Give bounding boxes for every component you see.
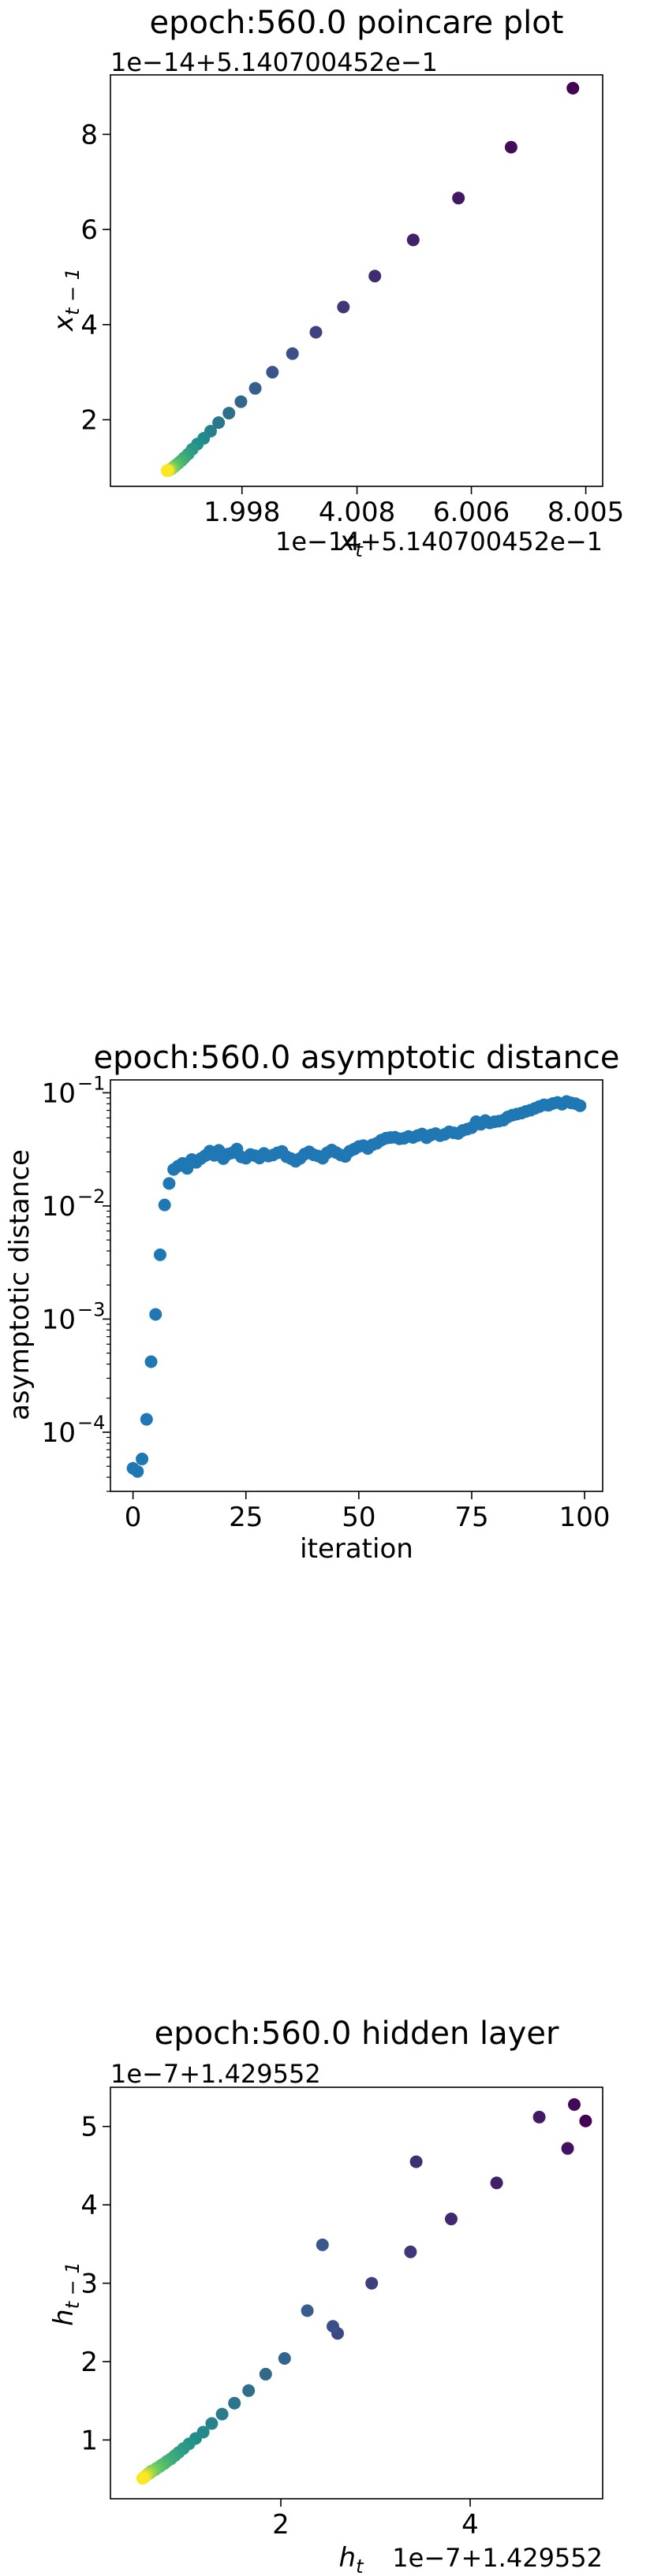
data-point <box>162 1177 176 1190</box>
y-tick-label: 10 <box>42 1078 76 1109</box>
hidden-layer-axes-frame <box>110 2086 603 2500</box>
data-point <box>140 1413 153 1426</box>
x-tick-label: 0 <box>125 1502 142 1533</box>
hidden-layer-points <box>136 2098 592 2485</box>
hidden-layer-y-axis-label: ht − 1 <box>48 2261 84 2326</box>
data-point <box>160 464 174 478</box>
data-point <box>445 2213 458 2226</box>
data-point <box>205 2417 219 2430</box>
x-tick-label: 2 <box>272 2509 290 2541</box>
y-tick-label: 5 <box>80 2112 98 2143</box>
data-point <box>568 2098 581 2111</box>
data-point <box>158 1198 171 1212</box>
y-tick-label: 6 <box>80 214 98 246</box>
y-tick-label: 1 <box>80 2425 98 2456</box>
y-tick-exponent: −4 <box>77 1412 105 1434</box>
hidden-layer-ticks: 2 4 1 2 3 4 5 <box>80 2112 478 2541</box>
poincare-x-offset-text: 1e−14+5.140700452e−1 <box>275 527 603 557</box>
y-tick-exponent: −1 <box>77 1072 105 1094</box>
data-point <box>212 416 226 430</box>
x-tick-label: 25 <box>229 1502 263 1533</box>
asymptotic-axes-frame <box>110 1079 603 1492</box>
poincare-panel: epoch:560.0 poincare plot 1e−14+5.140700… <box>48 5 624 561</box>
data-point <box>149 1308 162 1321</box>
data-point <box>316 2238 329 2251</box>
data-point <box>452 192 465 205</box>
poincare-ticks: 1.998 4.008 6.006 8.005 2 4 6 8 <box>80 119 624 528</box>
data-point <box>266 366 279 379</box>
data-point <box>153 1248 166 1261</box>
y-tick-label: 4 <box>80 2190 98 2221</box>
x-tick-label: 100 <box>559 1502 611 1533</box>
poincare-axes-frame <box>110 74 603 487</box>
data-point <box>573 1099 587 1112</box>
data-point <box>365 2276 379 2290</box>
data-point <box>215 2407 229 2421</box>
data-point <box>337 300 350 314</box>
data-point <box>301 2304 314 2317</box>
data-point <box>406 233 420 247</box>
data-point <box>259 2367 272 2381</box>
hidden-layer-y-offset-text: 1e−7+1.429552 <box>110 2059 321 2089</box>
poincare-y-axis-label: xt − 1 <box>48 268 84 332</box>
data-point <box>309 326 323 339</box>
y-tick-label: 2 <box>80 2347 98 2378</box>
asymptotic-panel: epoch:560.0 asymptotic distance 0 25 50 75 1… <box>4 1040 620 1565</box>
data-point <box>136 2472 149 2485</box>
x-tick-label: 1.998 <box>204 497 280 528</box>
data-point <box>248 382 262 395</box>
poincare-title: epoch:560.0 poincare plot <box>150 5 564 41</box>
x-tick-label: 6.006 <box>433 497 510 528</box>
data-point <box>579 2114 592 2127</box>
hidden-layer-title: epoch:560.0 hidden layer <box>155 2016 559 2052</box>
data-point <box>131 1465 144 1478</box>
hidden-layer-panel: epoch:560.0 hidden layer 1e−7+1.429552 2… <box>48 2016 603 2576</box>
y-tick-label: 4 <box>80 310 98 341</box>
hidden-layer-x-offset-text: 1e−7+1.429552 <box>392 2543 603 2573</box>
y-tick-label: 10 <box>42 1191 76 1223</box>
data-point <box>532 2110 546 2124</box>
data-point <box>561 2142 574 2155</box>
x-tick-label: 4 <box>461 2509 479 2541</box>
y-tick-label: 8 <box>80 119 98 151</box>
hidden-layer-x-axis-label: ht <box>339 2542 365 2576</box>
y-tick-label: 3 <box>80 2269 98 2300</box>
data-point <box>144 1355 158 1368</box>
y-tick-label: 10 <box>42 1304 76 1335</box>
data-point <box>566 81 580 95</box>
data-point <box>490 2176 503 2190</box>
y-tick-exponent: −3 <box>77 1298 105 1320</box>
poincare-y-offset-text: 1e−14+5.140700452e−1 <box>110 47 438 77</box>
asymptotic-x-axis-label: iteration <box>300 1533 413 1565</box>
data-point <box>409 2155 423 2168</box>
data-point <box>222 407 236 420</box>
data-point <box>234 395 248 408</box>
data-point <box>404 2245 417 2258</box>
x-tick-label: 50 <box>342 1502 375 1533</box>
data-point <box>278 2352 291 2366</box>
y-tick-exponent: −2 <box>77 1186 105 1208</box>
asymptotic-title: epoch:560.0 asymptotic distance <box>93 1040 619 1076</box>
data-point <box>368 270 382 283</box>
data-point <box>228 2396 241 2410</box>
data-point <box>136 1452 149 1465</box>
data-point <box>286 347 299 360</box>
x-tick-label: 8.005 <box>547 497 624 528</box>
y-tick-label: 2 <box>80 405 98 437</box>
asymptotic-points <box>126 1095 587 1478</box>
data-point <box>242 2384 256 2397</box>
data-point <box>504 140 517 154</box>
y-tick-label: 10 <box>42 1417 76 1449</box>
data-point <box>327 2320 339 2333</box>
poincare-x-axis-label: xt <box>338 526 364 561</box>
x-tick-label: 4.008 <box>319 497 395 528</box>
poincare-points <box>160 81 580 478</box>
x-tick-label: 75 <box>454 1502 488 1533</box>
asymptotic-y-axis-label: asymptotic distance <box>4 1149 35 1420</box>
